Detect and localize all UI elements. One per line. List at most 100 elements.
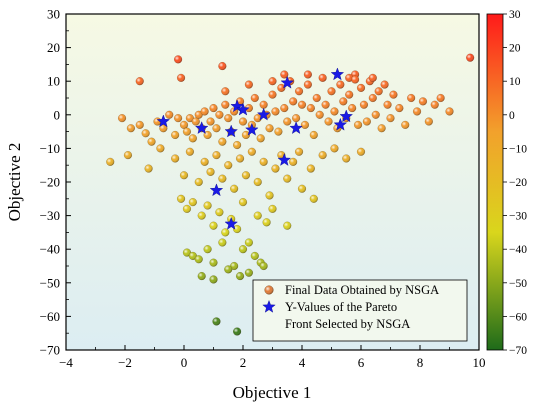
data-point-highlight xyxy=(147,137,156,146)
legend-label-final-data: Final Data Obtained by NSGA xyxy=(285,283,439,297)
data-point-highlight xyxy=(183,204,191,213)
data-point-highlight xyxy=(233,225,242,233)
data-point-highlight xyxy=(262,218,271,227)
data-point-highlight xyxy=(318,151,327,160)
data-point-highlight xyxy=(283,174,292,183)
data-point-highlight xyxy=(256,134,265,143)
data-point-highlight xyxy=(336,80,345,89)
pareto-star xyxy=(339,109,353,123)
data-point-highlight xyxy=(289,157,298,166)
data-point-highlight xyxy=(351,75,359,84)
data-point-highlight xyxy=(357,147,365,156)
data-point-highlight xyxy=(419,97,427,106)
data-point-highlight xyxy=(327,87,336,96)
x-tick-label: 8 xyxy=(417,355,424,370)
data-point-highlight xyxy=(324,117,333,126)
colorbar-tick-label: 20 xyxy=(509,43,521,55)
data-point-highlight xyxy=(230,262,239,270)
data-point-highlight xyxy=(247,147,256,156)
data-point-highlight xyxy=(118,114,126,123)
data-point-highlight xyxy=(126,124,135,133)
data-point-highlight xyxy=(174,114,183,123)
data-point-highlight xyxy=(250,94,259,102)
y-tick-label: −10 xyxy=(40,141,60,156)
x-axis-title: Objective 1 xyxy=(233,383,312,402)
data-point-highlight xyxy=(292,114,300,123)
data-point-highlight xyxy=(224,265,233,274)
data-point-highlight xyxy=(245,80,253,89)
data-point-highlight xyxy=(203,131,212,139)
data-point-highlight xyxy=(215,208,224,217)
data-point-highlight xyxy=(106,157,115,166)
data-point-highlight xyxy=(268,90,277,99)
y-tick-label: −20 xyxy=(40,175,60,190)
data-point-highlight xyxy=(277,84,286,92)
data-point-highlight xyxy=(209,258,218,267)
data-point-highlight xyxy=(274,127,283,136)
data-points-layer xyxy=(106,53,475,336)
data-point-highlight xyxy=(239,117,247,126)
data-point-highlight xyxy=(321,100,330,109)
data-point-highlight xyxy=(124,151,132,160)
y-tick-label: −60 xyxy=(40,309,60,324)
x-tick-label: 10 xyxy=(473,355,486,370)
pareto-star xyxy=(224,124,238,138)
legend-sphere-highlight xyxy=(264,285,274,295)
data-point-highlight xyxy=(135,120,144,129)
data-point-highlight xyxy=(206,117,215,126)
data-point-highlight xyxy=(200,107,209,116)
data-point-highlight xyxy=(377,124,386,133)
data-point-highlight xyxy=(363,117,371,126)
data-point-highlight xyxy=(436,94,445,102)
y-tick-label: −50 xyxy=(40,275,60,290)
data-point-highlight xyxy=(280,70,289,79)
data-point-highlight xyxy=(177,73,185,82)
data-point-highlight xyxy=(186,147,194,156)
colorbar-tick-label: −40 xyxy=(509,244,527,256)
y-tick-label: 20 xyxy=(47,40,60,55)
data-point-highlight xyxy=(212,317,221,326)
y-axis: −70 −60 −50 −40 −30 −20 −10 0 10 20 30 xyxy=(40,7,71,358)
data-point-highlight xyxy=(268,204,277,213)
data-point-highlight xyxy=(206,168,215,176)
data-point-highlight xyxy=(245,268,253,277)
pareto-star xyxy=(236,102,250,116)
data-point-highlight xyxy=(271,107,280,116)
colorbar-tick-label: 0 xyxy=(509,110,515,122)
data-point-highlight xyxy=(348,104,357,112)
pareto-star xyxy=(289,121,303,134)
data-point-highlight xyxy=(283,221,292,230)
data-point-highlight xyxy=(218,137,227,146)
data-point-highlight xyxy=(259,262,268,270)
data-point-highlight xyxy=(239,245,247,254)
data-point-highlight xyxy=(253,211,262,220)
x-tick-label: −4 xyxy=(59,355,73,370)
data-point-highlight xyxy=(330,144,339,153)
data-point-highlight xyxy=(424,117,433,126)
data-point-highlight xyxy=(407,94,416,102)
data-point-highlight xyxy=(295,87,303,96)
data-point-highlight xyxy=(203,201,212,210)
data-point-highlight xyxy=(357,84,365,92)
data-point-highlight xyxy=(401,120,410,129)
data-point-highlight xyxy=(159,124,168,133)
y-tick-label: 30 xyxy=(47,7,60,22)
data-point-highlight xyxy=(268,77,277,86)
data-point-highlight xyxy=(371,110,380,119)
data-point-highlight xyxy=(197,272,206,280)
data-point-highlight xyxy=(209,104,218,112)
y-tick-label: 0 xyxy=(54,107,61,122)
data-point-highlight xyxy=(368,94,377,102)
y-axis-title: Objective 2 xyxy=(5,143,24,222)
data-point-highlight xyxy=(259,157,268,166)
data-point-highlight xyxy=(212,124,221,133)
data-point-highlight xyxy=(466,53,475,62)
x-tick-label: 0 xyxy=(181,355,188,370)
legend-star-marker xyxy=(262,299,276,313)
data-point-highlight xyxy=(245,238,253,247)
legend-label-pareto-line2: Front Selected by NSGA xyxy=(285,317,410,331)
pareto-star xyxy=(330,67,345,81)
data-point-highlight xyxy=(200,157,209,166)
y-tick-label: −70 xyxy=(40,343,60,358)
